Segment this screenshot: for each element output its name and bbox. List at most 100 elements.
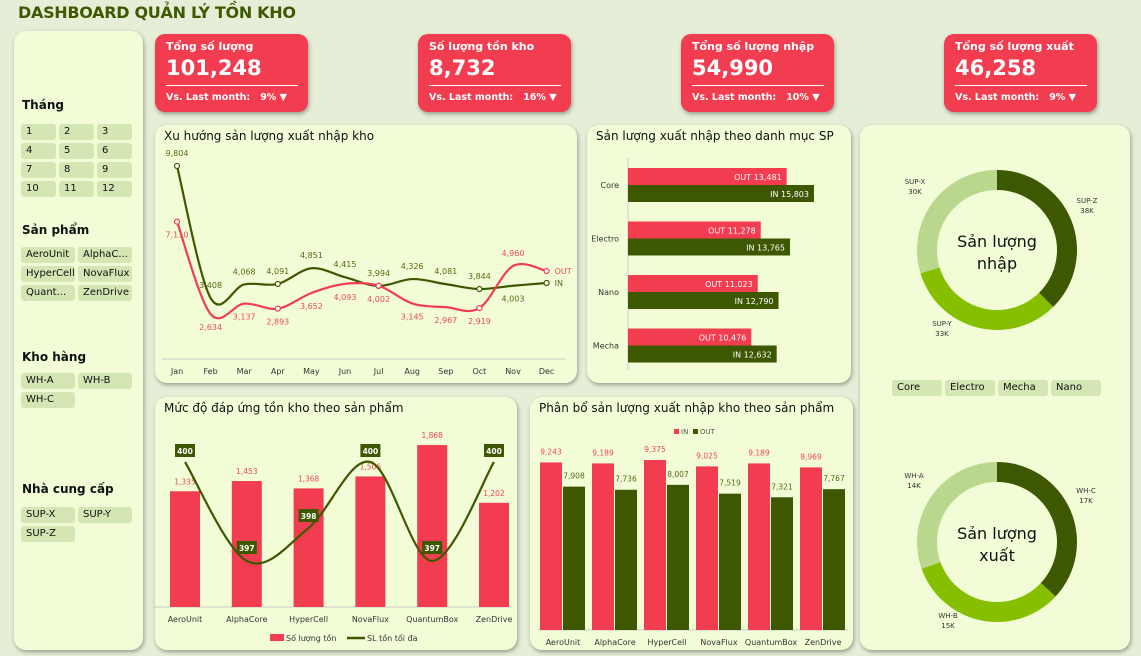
month-filter-button[interactable]: 12 [97, 181, 132, 197]
month-filter-button[interactable]: 3 [97, 124, 132, 140]
kpi-comparison: Vs. Last month: 9% ▼ [955, 92, 1076, 103]
bar-in [644, 460, 666, 630]
category-filter-button[interactable]: Nano [1051, 380, 1101, 396]
product-slicer: AeroUnit AlphaC... HyperCell NovaFlux Quant.… [21, 247, 132, 301]
month-filter-button[interactable]: 8 [59, 162, 94, 178]
bar-label: IN 12,632 [733, 351, 772, 360]
x-tick-label: QuantumBox [745, 638, 797, 647]
x-tick-label: QuantumBox [406, 615, 458, 624]
legend-label: IN [681, 428, 688, 436]
stock-bar [417, 445, 448, 607]
bar-label: 9,375 [644, 445, 666, 454]
month-filter-button[interactable]: 10 [21, 181, 56, 197]
line-label: 397 [424, 544, 440, 553]
bar-label: 7,736 [615, 475, 637, 484]
x-tick-label: NovaFlux [700, 638, 737, 647]
bar-label: OUT 13,481 [734, 173, 782, 182]
data-label: 4,415 [334, 260, 357, 269]
category-filter-button[interactable]: Electro [945, 380, 995, 396]
kpi-comparison: Vs. Last month: 9% ▼ [166, 92, 287, 103]
supplier-filter-button[interactable]: SUP-Z [21, 526, 75, 542]
category-filter-button[interactable]: Mecha [998, 380, 1048, 396]
stock-bar [355, 476, 386, 607]
line-label-box [484, 444, 504, 457]
bar-out [771, 497, 793, 630]
category-slicer: Core Electro Mecha Nano [892, 380, 1101, 396]
supplier-filter-button[interactable]: SUP-Y [78, 507, 132, 523]
series-end-label: OUT [555, 267, 572, 276]
product-filter-button[interactable]: AlphaC... [78, 247, 132, 263]
line-label-box [236, 541, 257, 554]
data-label: 7,110 [166, 231, 189, 240]
data-label: 4,960 [502, 249, 525, 258]
bar-label: 1,368 [298, 474, 320, 483]
slice-label: SUP-Z [1077, 197, 1098, 205]
x-tick-label: AeroUnit [168, 615, 203, 624]
kpi-card: Tổng số lượng xuất 46,258 Vs. Last month… [944, 34, 1097, 112]
supplier-filter-button[interactable]: SUP-X [21, 507, 75, 523]
kpi-change: 16% ▼ [523, 92, 557, 103]
product-filter-button[interactable]: AeroUnit [21, 247, 75, 263]
product-filter-button[interactable]: ZenDrive [78, 285, 132, 301]
bar-out [823, 489, 845, 630]
kpi-compare-label: Vs. Last month: [955, 92, 1040, 103]
month-filter-button[interactable]: 1 [21, 124, 56, 140]
month-filter-button[interactable]: 5 [59, 143, 94, 159]
data-label: 3,844 [468, 272, 491, 281]
bar-label: OUT 10,476 [699, 334, 747, 343]
bar-in [628, 345, 777, 363]
month-filter-button[interactable]: 7 [21, 162, 56, 178]
kpi-comparison: Vs. Last month: 10% ▼ [692, 92, 820, 103]
bar-in [540, 462, 562, 630]
supplier-slicer: SUP-X SUP-Y SUP-Z [21, 507, 132, 542]
stock-chart-title: Mức độ đáp ứng tồn kho theo sản phẩm [164, 401, 404, 415]
stock-bar [293, 488, 324, 607]
kpi-comparison: Vs. Last month: 16% ▼ [429, 92, 557, 103]
x-tick-label: Mar [237, 367, 253, 376]
month-filter-button[interactable]: 2 [59, 124, 94, 140]
slice-label: SUP-Y [932, 320, 952, 328]
bar-label: 7,519 [719, 479, 741, 488]
month-filter-button[interactable]: 11 [59, 181, 94, 197]
data-point [543, 279, 550, 287]
product-filter-button[interactable]: Quant... [21, 285, 75, 301]
stock-chart-panel: Mức độ đáp ứng tồn kho theo sản phẩm [155, 397, 517, 650]
line-label: 400 [363, 447, 379, 456]
product-filter-button[interactable]: NovaFlux [78, 266, 132, 282]
product-filter-button[interactable]: HyperCell [21, 266, 75, 282]
month-filter-button[interactable]: 9 [97, 162, 132, 178]
kpi-value: 8,732 [429, 56, 496, 80]
line-label-box [298, 509, 319, 522]
donut-slice [920, 267, 1054, 330]
warehouse-filter-button[interactable]: WH-A [21, 373, 75, 389]
donut-center-label: Sản lượng [957, 232, 1037, 251]
bar-label: IN 12,790 [735, 297, 774, 306]
slice-label: WH-B [938, 612, 957, 620]
month-filter-button[interactable]: 4 [21, 143, 56, 159]
dashboard-title: DASHBOARD QUẢN LÝ TỒN KHO [18, 3, 296, 22]
bar-label: 1,202 [483, 489, 505, 498]
data-label: 3,145 [401, 312, 424, 321]
x-tick-label: AlphaCore [226, 615, 267, 624]
bar-label: 9,025 [696, 451, 718, 460]
data-label: 3,652 [300, 302, 323, 311]
slice-value: 14K [907, 482, 921, 490]
legend-label: SL tồn tối đa [367, 633, 418, 643]
line-label-box [175, 444, 195, 457]
bar-out [628, 328, 752, 346]
trend-chart-panel: Xu hướng sản lượng xuất nhập kho [155, 125, 577, 383]
month-filter-button[interactable]: 6 [97, 143, 132, 159]
kpi-compare-label: Vs. Last month: [692, 92, 777, 103]
distribution-chart-title: Phân bổ sản lượng xuất nhập kho theo sản… [539, 401, 835, 415]
warehouse-filter-button[interactable]: WH-B [78, 373, 132, 389]
donut-center-label: nhập [977, 254, 1017, 273]
bar-label: 1,335 [174, 477, 196, 486]
category-filter-button[interactable]: Core [892, 380, 942, 396]
data-label: 9,804 [166, 149, 189, 158]
data-label: 2,919 [468, 317, 491, 326]
warehouse-filter-button[interactable]: WH-C [21, 392, 75, 408]
trend-chart-title: Xu hướng sản lượng xuất nhập kho [164, 129, 375, 143]
data-label: 4,326 [401, 262, 424, 271]
bar-label: 9,189 [592, 448, 614, 457]
bar-label: 8,007 [667, 470, 689, 479]
